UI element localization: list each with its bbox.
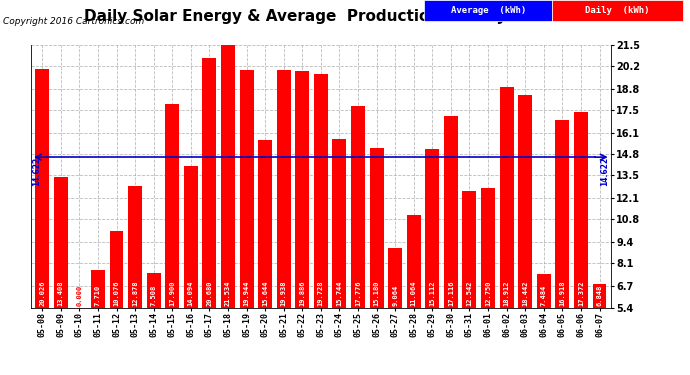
Text: 7.508: 7.508 [150, 285, 157, 306]
Bar [314, 74, 328, 308]
Text: 16.918: 16.918 [560, 280, 565, 306]
Text: 21.534: 21.534 [225, 280, 231, 306]
Text: 13.408: 13.408 [58, 280, 63, 306]
Text: 17.776: 17.776 [355, 280, 361, 306]
Bar [593, 284, 607, 308]
Bar [147, 273, 161, 308]
Bar [258, 141, 272, 308]
Text: 20.026: 20.026 [39, 280, 46, 306]
Bar [481, 188, 495, 308]
Bar [110, 231, 124, 308]
Text: 12.878: 12.878 [132, 280, 138, 306]
Text: 15.744: 15.744 [337, 280, 342, 306]
Bar [555, 120, 569, 308]
Text: 19.938: 19.938 [281, 280, 287, 306]
Text: 19.886: 19.886 [299, 280, 305, 306]
Text: Daily  (kWh): Daily (kWh) [585, 6, 650, 15]
Bar [500, 87, 513, 308]
Text: 0.000: 0.000 [77, 285, 82, 306]
Bar [202, 58, 217, 308]
Text: 12.750: 12.750 [485, 280, 491, 306]
Bar [407, 215, 421, 308]
Bar [72, 308, 86, 375]
Bar [444, 117, 458, 308]
Text: Daily Solar Energy & Average  Production  Wed  Jun  8  20:28: Daily Solar Energy & Average Production … [83, 9, 607, 24]
Text: 18.912: 18.912 [504, 280, 510, 306]
Text: Copyright 2016 Cartronics.com: Copyright 2016 Cartronics.com [3, 17, 145, 26]
Bar [351, 106, 365, 308]
Bar [128, 186, 142, 308]
Text: 14.622: 14.622 [600, 157, 609, 186]
Text: 19.944: 19.944 [244, 280, 250, 306]
Text: 15.644: 15.644 [262, 280, 268, 306]
Bar [166, 104, 179, 308]
Bar [221, 45, 235, 308]
Bar [333, 139, 346, 308]
Text: 19.728: 19.728 [318, 280, 324, 306]
Bar [574, 112, 588, 308]
Bar [388, 248, 402, 308]
Text: 20.680: 20.680 [206, 280, 213, 306]
Text: 17.116: 17.116 [448, 280, 454, 306]
Bar [518, 95, 532, 308]
Bar [295, 71, 309, 308]
Bar [91, 270, 105, 308]
Bar [425, 149, 440, 308]
Bar [537, 273, 551, 308]
Text: 17.372: 17.372 [578, 280, 584, 306]
Bar [35, 69, 49, 308]
Text: 6.848: 6.848 [596, 285, 602, 306]
Text: 12.542: 12.542 [466, 280, 473, 306]
Bar [462, 191, 476, 308]
Text: 10.076: 10.076 [113, 280, 119, 306]
Text: 11.064: 11.064 [411, 280, 417, 306]
Text: 18.442: 18.442 [522, 280, 529, 306]
Bar [370, 148, 384, 308]
Bar [184, 166, 198, 308]
Text: 9.064: 9.064 [392, 285, 398, 306]
Text: 15.180: 15.180 [373, 280, 380, 306]
Text: 7.710: 7.710 [95, 285, 101, 306]
Bar [239, 70, 253, 308]
Text: 14.622: 14.622 [32, 157, 41, 186]
Text: Average  (kWh): Average (kWh) [451, 6, 526, 15]
Bar [277, 70, 290, 308]
Text: 14.094: 14.094 [188, 280, 194, 306]
Bar [54, 177, 68, 308]
Text: 15.112: 15.112 [429, 280, 435, 306]
Text: 7.484: 7.484 [541, 285, 546, 306]
Text: 17.900: 17.900 [169, 280, 175, 306]
